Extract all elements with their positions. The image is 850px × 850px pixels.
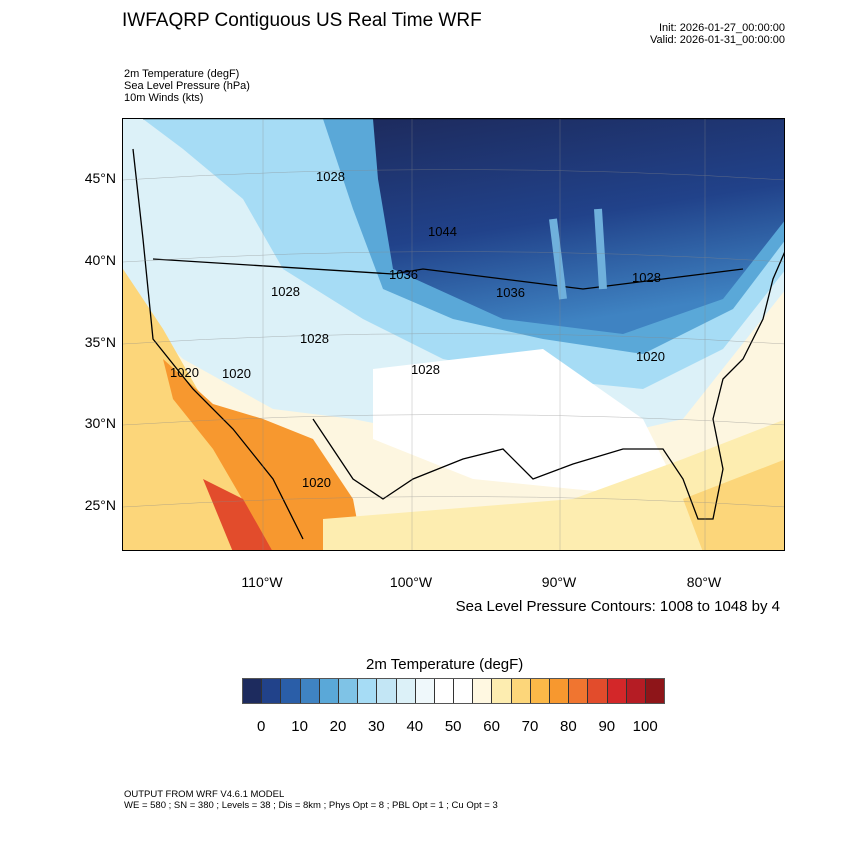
colorbar-swatch — [454, 679, 474, 703]
lon-label: 110°W — [241, 574, 283, 590]
lon-label: 100°W — [389, 574, 433, 590]
coastlines — [132, 119, 784, 540]
field-temperature: 2m Temperature (degF) — [124, 68, 240, 80]
colorbar-tick-label: 90 — [598, 718, 616, 735]
colorbar-tick-label: 100 — [632, 718, 658, 735]
temp-band-70-se — [683, 459, 784, 550]
colorbar-swatch — [396, 679, 416, 703]
colorbar-swatch — [550, 679, 570, 703]
colorbar-swatch — [473, 679, 493, 703]
contour-label: 1028 — [300, 331, 329, 346]
field-pressure: Sea Level Pressure (hPa) — [124, 80, 250, 92]
colorbar-swatch — [300, 679, 320, 703]
contour-label: 1036 — [389, 267, 418, 282]
lat-label: 45°N — [84, 170, 116, 186]
colorbar-swatch — [588, 679, 608, 703]
contour-label: 1028 — [411, 362, 440, 377]
colorbar-swatch — [262, 679, 282, 703]
contour-label: 1036 — [496, 285, 525, 300]
contour-label: 1028 — [632, 270, 661, 285]
lat-label: 30°N — [84, 415, 116, 431]
model-info: OUTPUT FROM WRF V4.6.1 MODEL WE = 580 ; … — [124, 789, 498, 811]
colorbar — [242, 678, 666, 704]
colorbar-swatch — [338, 679, 359, 703]
temp-band-60 — [323, 419, 784, 550]
colorbar-swatch — [607, 679, 627, 703]
contour-label: 1044 — [428, 224, 457, 239]
model-version: OUTPUT FROM WRF V4.6.1 MODEL — [124, 789, 285, 800]
lat-label: 35°N — [84, 334, 116, 350]
contour-label: 1020 — [636, 349, 665, 364]
colorbar-tick-label: 10 — [291, 718, 308, 735]
field-winds: 10m Winds (kts) — [124, 92, 204, 104]
temp-band-cold — [373, 119, 784, 334]
colorbar-swatch — [645, 679, 665, 703]
colorbar-swatch — [281, 679, 301, 703]
contour-label: 1020 — [170, 365, 199, 380]
colorbar-swatch — [530, 679, 550, 703]
contour-label: 1028 — [316, 169, 345, 184]
colorbar-tick-label: 0 — [257, 718, 266, 735]
contour-label: 1028 — [271, 284, 300, 299]
colorbar-tick-label: 50 — [444, 718, 462, 735]
field-list: 2m Temperature (degF) Sea Level Pressure… — [124, 68, 250, 104]
init-time: Init: 2026-01-27_00:00:00 — [659, 22, 785, 34]
colorbar-swatch — [511, 679, 531, 703]
colorbar-tick-label: 60 — [483, 718, 500, 735]
colorbar-tick-label: 20 — [329, 718, 347, 735]
colorbar-tick-label: 80 — [560, 718, 577, 735]
colorbar-swatch — [243, 679, 263, 703]
colorbar-tick-label: 70 — [521, 718, 539, 735]
colorbar-title: 2m Temperature (degF) — [366, 656, 524, 673]
colorbar-swatch — [319, 679, 339, 703]
weather-map: 1028 1044 1036 1036 1028 1028 1028 1020 … — [122, 118, 785, 551]
colorbar-swatch — [415, 679, 435, 703]
temp-band-90 — [203, 479, 272, 550]
colorbar-swatch — [626, 679, 646, 703]
time-info: Init: 2026-01-27_00:00:00 Valid: 2026-01… — [650, 22, 785, 46]
lat-label: 25°N — [84, 497, 116, 513]
colorbar-swatch — [569, 679, 589, 703]
colorbar-tick-label: 40 — [406, 718, 424, 735]
colorbar-swatch — [492, 679, 512, 703]
slp-contour-note: Sea Level Pressure Contours: 1008 to 104… — [455, 598, 780, 615]
colorbar-swatch — [434, 679, 455, 703]
colorbar-tick-label: 30 — [368, 718, 385, 735]
temp-band-50 — [373, 349, 683, 499]
colorbar-swatch — [358, 679, 378, 703]
colorbar-swatch — [377, 679, 397, 703]
lat-label: 40°N — [84, 252, 116, 268]
map-canvas: 1028 1044 1036 1036 1028 1028 1028 1020 … — [123, 119, 784, 550]
plot-title: IWFAQRP Contiguous US Real Time WRF — [122, 10, 482, 31]
contour-label: 1020 — [222, 366, 251, 381]
grid-lines — [123, 119, 784, 550]
lon-label: 80°W — [686, 574, 722, 590]
lon-label: 90°W — [541, 574, 577, 590]
valid-time: Valid: 2026-01-31_00:00:00 — [650, 34, 785, 46]
model-config: WE = 580 ; SN = 380 ; Levels = 38 ; Dis … — [124, 800, 498, 811]
contour-label: 1020 — [302, 475, 331, 490]
